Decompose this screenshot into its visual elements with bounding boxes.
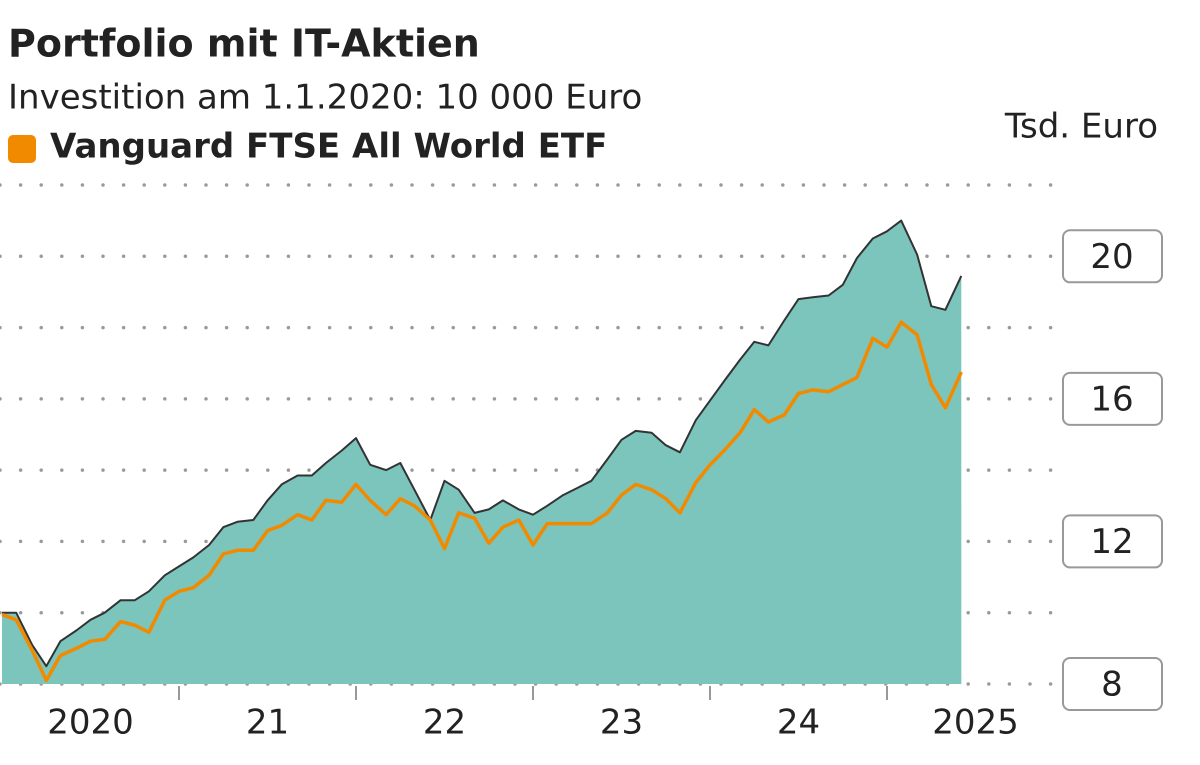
x-tick-label: 24	[777, 703, 820, 743]
x-tick-label: 2020	[47, 703, 134, 743]
y-axis-label: Tsd. Euro	[1004, 107, 1158, 147]
y-tick-box	[1062, 371, 1163, 426]
y-tick-box	[1062, 514, 1163, 569]
line	[1, 320, 963, 683]
y-tick-box	[1062, 229, 1163, 284]
legend-swatch	[8, 135, 36, 163]
area	[2, 220, 962, 684]
legend-label: Vanguard FTSE All World ETF	[50, 127, 607, 167]
chart-title: Portfolio mit IT-Aktien	[8, 22, 480, 66]
y-tick-label: 12	[1090, 522, 1133, 562]
y-tick-label: 8	[1101, 665, 1123, 705]
chart-subtitle: Investition am 1.1.2020: 10 000 Euro	[8, 78, 642, 118]
x-tick-label: 2025	[932, 703, 1019, 743]
y-tick-label: 16	[1090, 379, 1133, 419]
x-tick-label: 23	[600, 703, 643, 743]
area-outline	[2, 219, 963, 668]
y-tick-label: 20	[1090, 237, 1133, 277]
x-tick-label: 22	[423, 703, 466, 743]
y-tick-box	[1062, 657, 1163, 711]
x-tick-label: 21	[246, 703, 289, 743]
